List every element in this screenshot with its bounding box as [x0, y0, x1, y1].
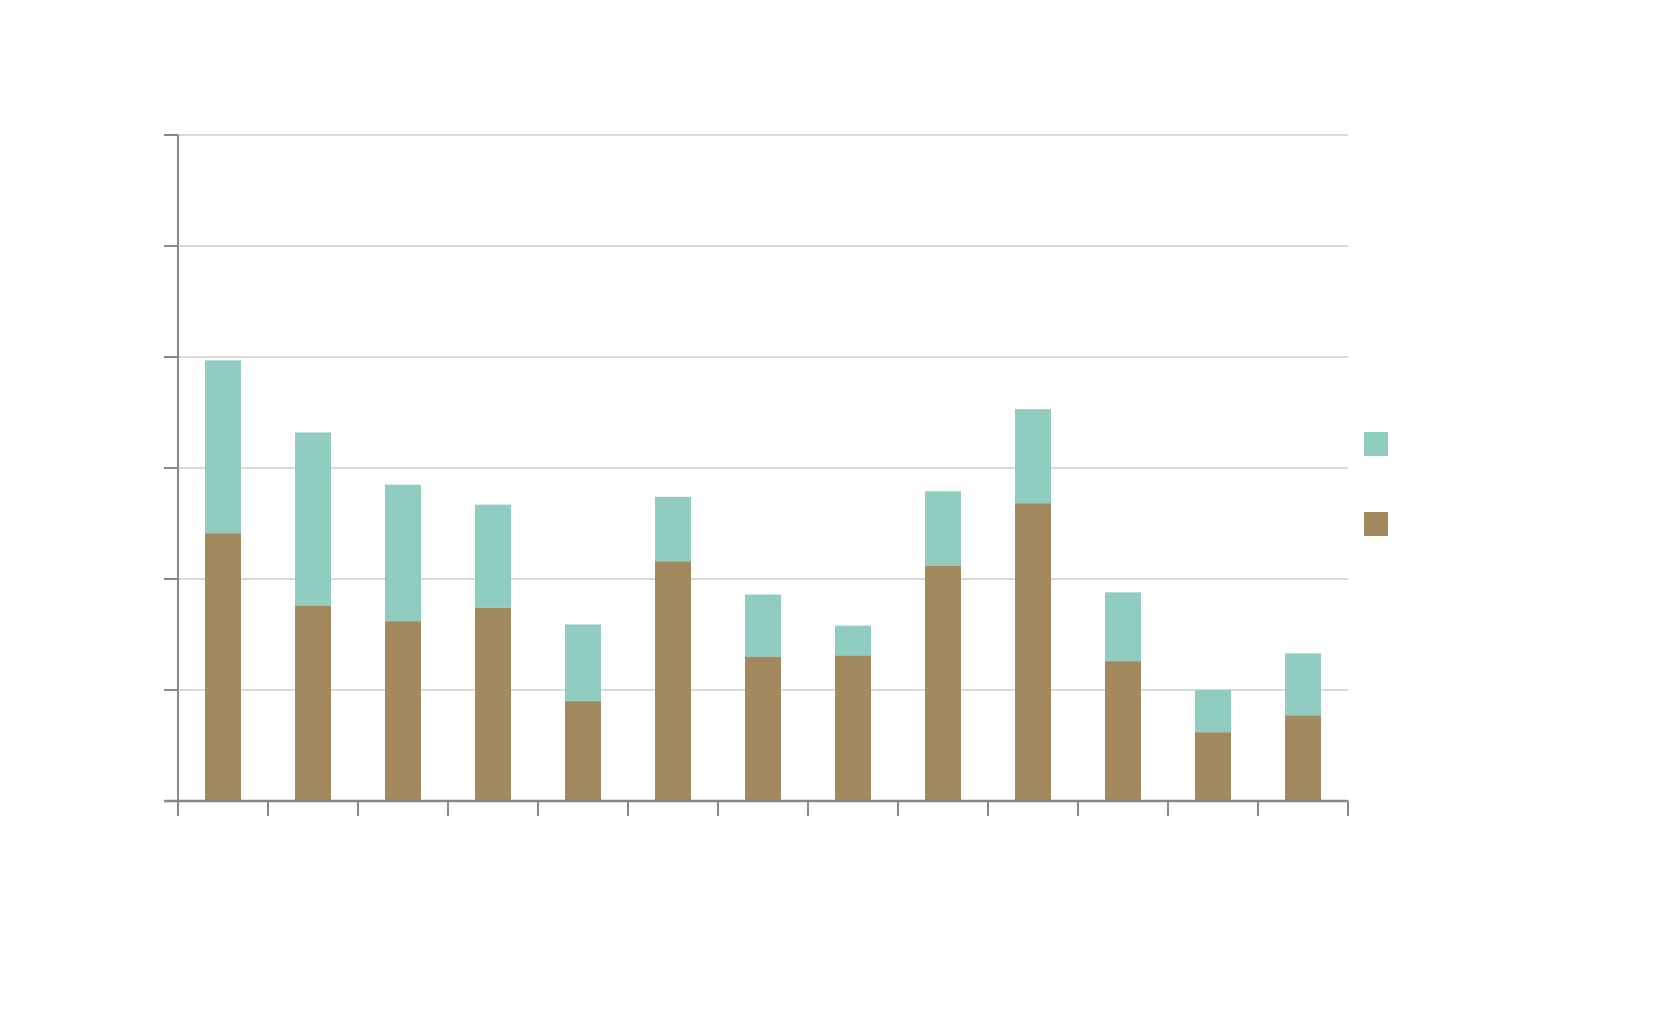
bar-segment-lower — [565, 701, 601, 801]
bar-segment-lower — [1105, 661, 1141, 801]
legend-swatch — [1364, 512, 1388, 536]
axes — [164, 134, 1349, 816]
bar-segment-lower — [745, 656, 781, 801]
bar-segment-upper — [205, 360, 241, 534]
bar-segment-upper — [385, 484, 421, 622]
gridlines — [178, 134, 1348, 691]
bar-segment-lower — [1285, 715, 1321, 801]
bar-segment-lower — [925, 565, 961, 801]
legend-swatch — [1364, 432, 1388, 456]
bar-segment-upper — [1105, 592, 1141, 662]
bar-segment-upper — [1285, 653, 1321, 716]
bar-segment-upper — [565, 624, 601, 702]
bar-segment-lower — [475, 607, 511, 801]
bar-segment-lower — [835, 655, 871, 801]
bar-segment-lower — [1015, 503, 1051, 801]
bar-segment-upper — [835, 625, 871, 656]
bar-segment-upper — [475, 504, 511, 608]
bar-segment-lower — [295, 605, 331, 801]
bars — [205, 360, 1321, 801]
legend — [1364, 432, 1388, 536]
bar-segment-upper — [655, 496, 691, 562]
bar-segment-lower — [655, 561, 691, 801]
bar-segment-lower — [385, 621, 421, 801]
bar-segment-upper — [925, 491, 961, 566]
bar-segment-upper — [745, 594, 781, 657]
bar-segment-upper — [1015, 409, 1051, 504]
bar-segment-upper — [1195, 690, 1231, 733]
bar-segment-upper — [295, 432, 331, 606]
bar-segment-lower — [205, 533, 241, 801]
bar-segment-lower — [1195, 732, 1231, 801]
